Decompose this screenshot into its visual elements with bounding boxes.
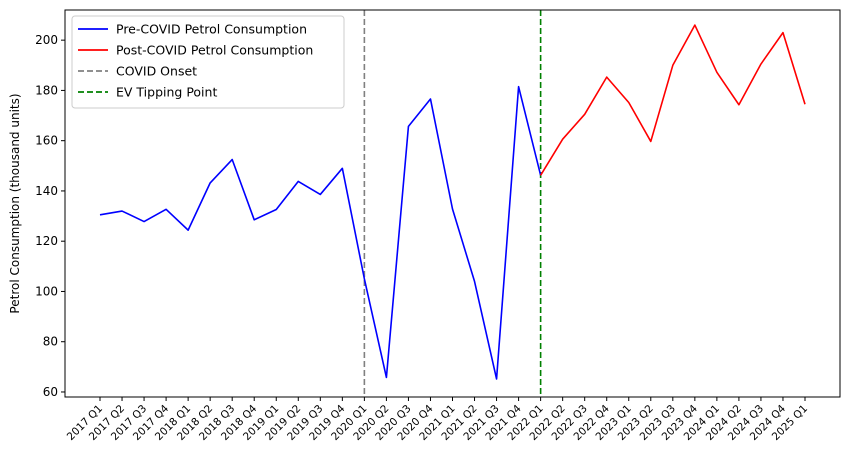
plot-area [99,10,806,397]
y-tick-label: 180 [35,83,58,97]
y-axis: 60 80 100 120 140 160 180 200 [35,33,65,399]
y-tick-label: 120 [35,234,58,248]
y-tick-label: 80 [43,335,58,349]
series-line-post-covid [539,24,806,176]
y-axis-label: Petrol Consumption (thousand units) [8,93,22,313]
legend-label: Pre-COVID Petrol Consumption [116,22,307,37]
y-tick-label: 200 [35,33,58,47]
legend-box [71,15,345,109]
y-tick-label: 140 [35,184,58,198]
legend-label: COVID Onset [116,64,197,79]
legend-label: EV Tipping Point [116,85,217,100]
y-tick-label: 60 [43,385,58,399]
series-line-pre-covid [99,85,542,380]
legend: Pre-COVID Petrol Consumption Post-COVID P… [71,15,345,109]
legend-label: Post-COVID Petrol Consumption [116,43,313,58]
y-tick-label: 100 [35,284,58,298]
y-tick-label: 160 [35,134,58,148]
